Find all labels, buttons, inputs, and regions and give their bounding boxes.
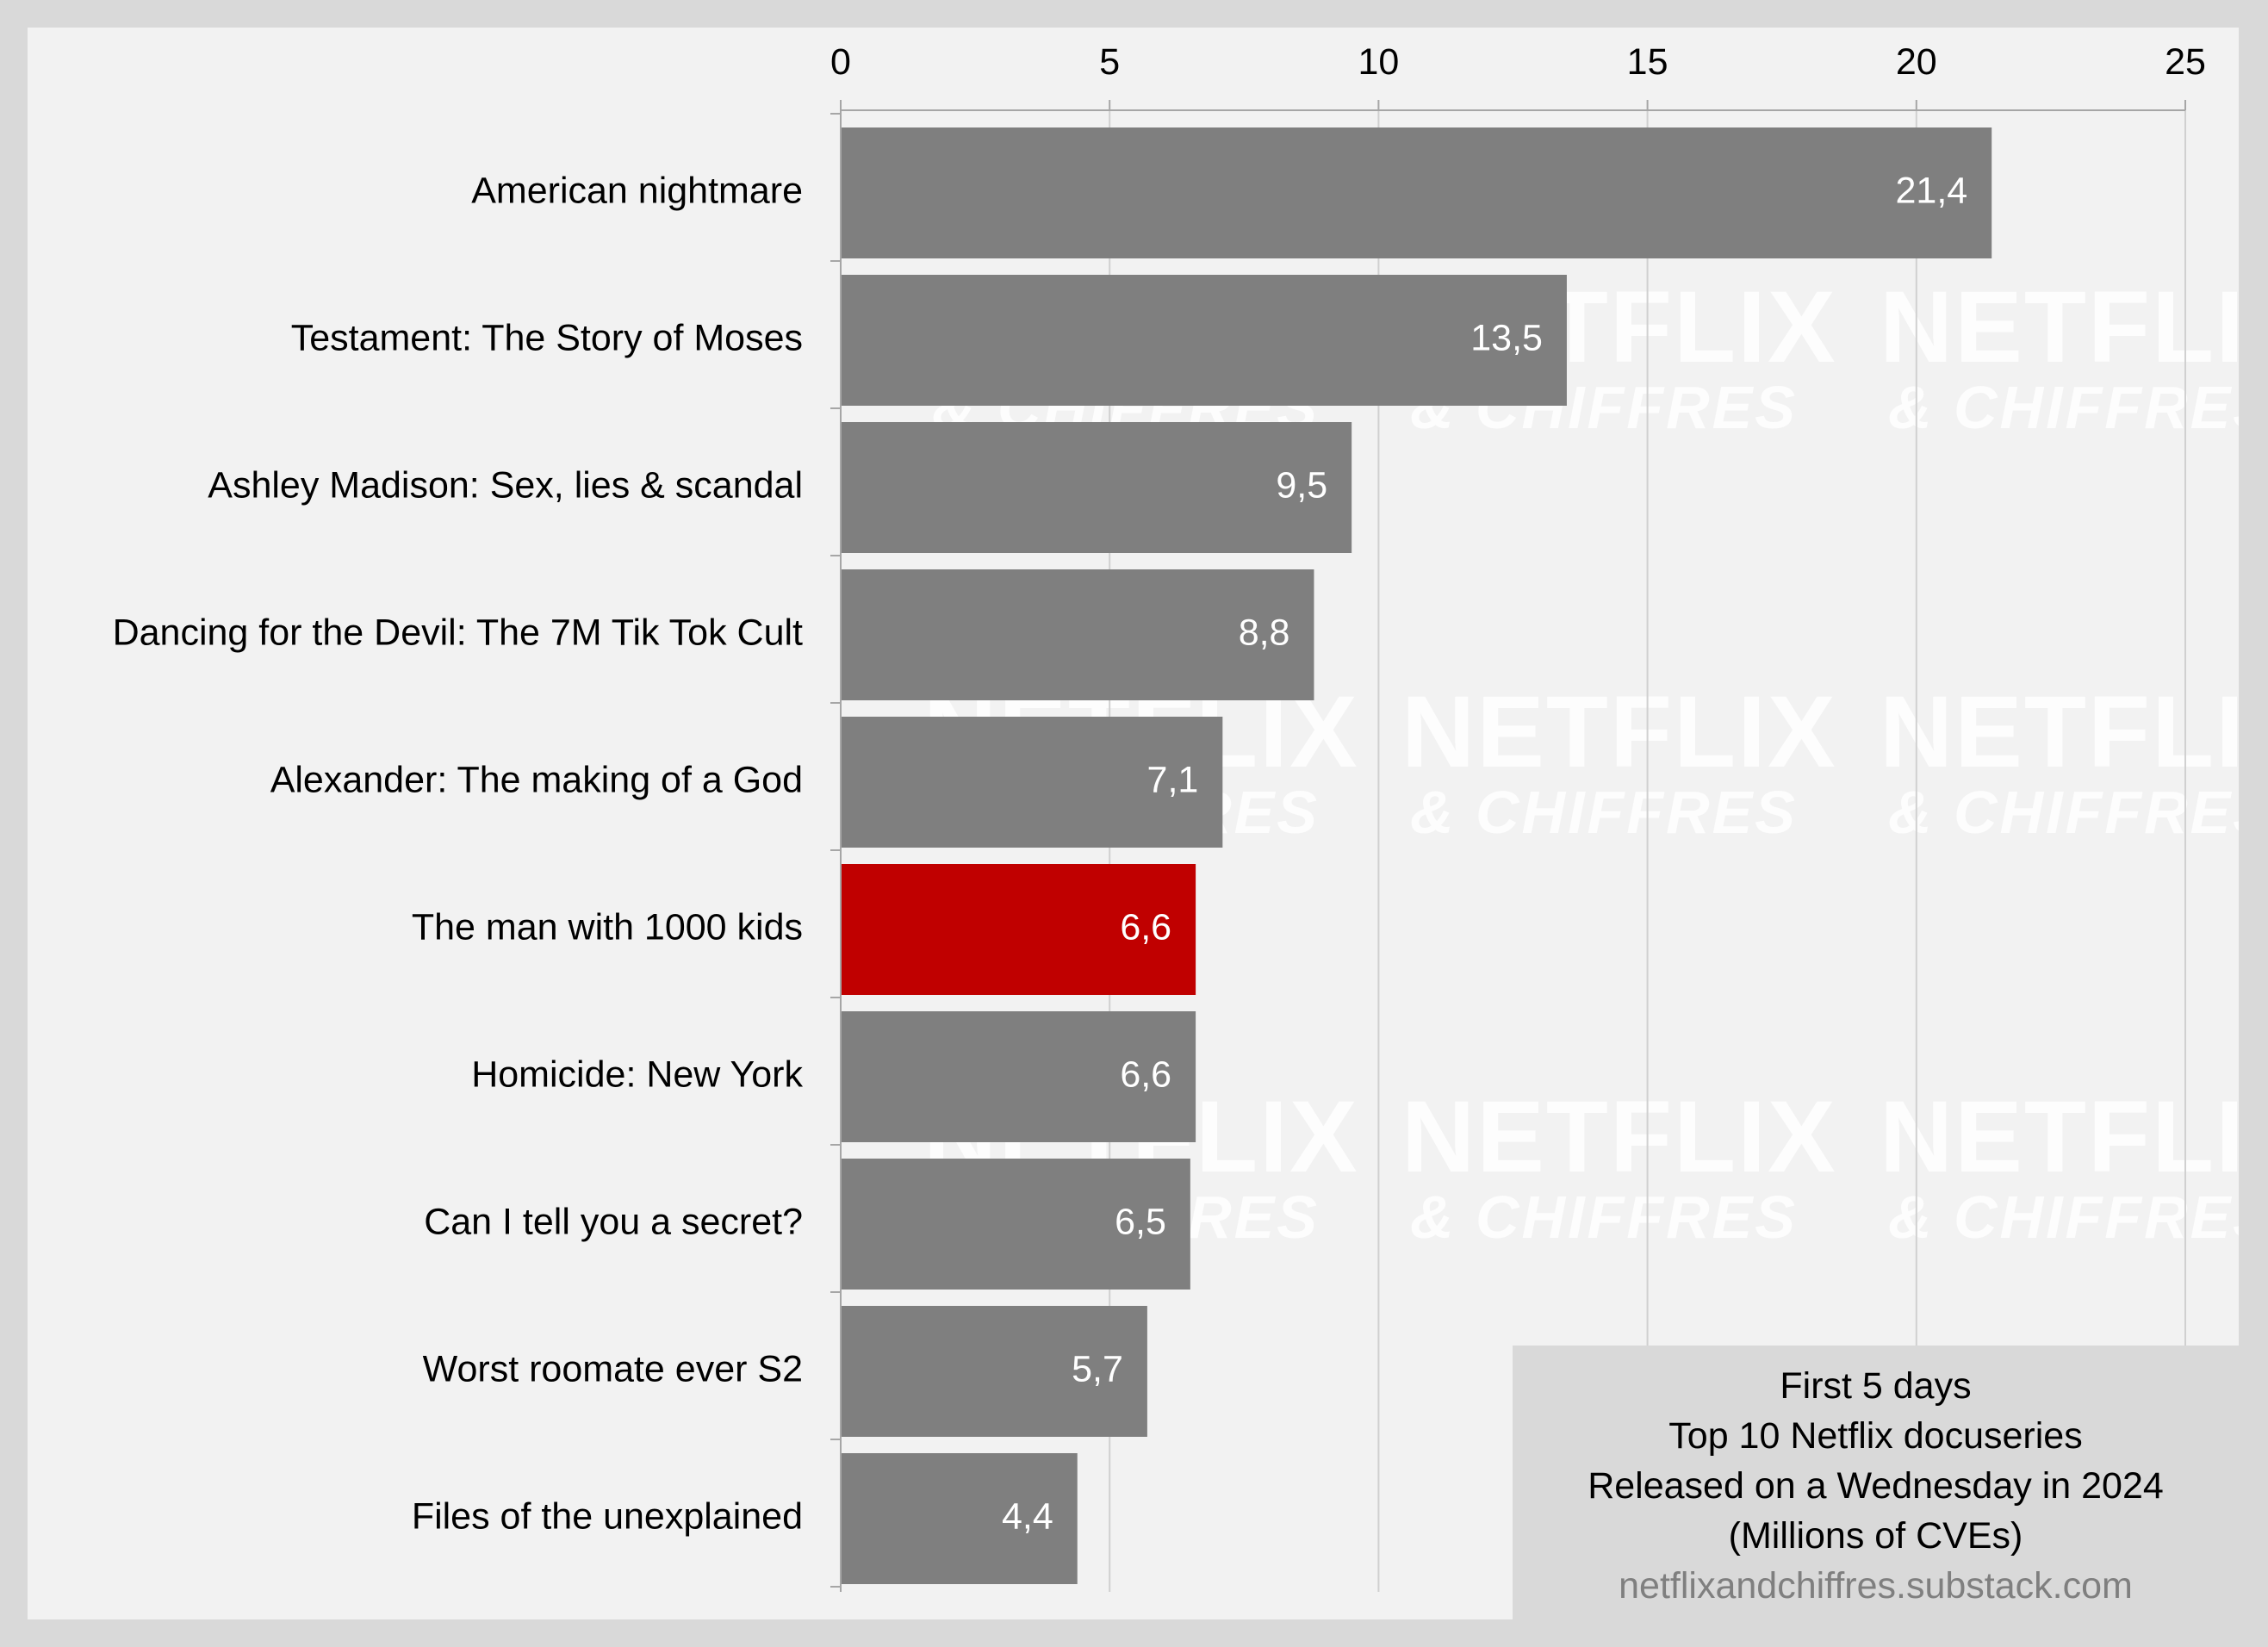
category-label: The man with 1000 kids: [412, 906, 803, 948]
category-label: American nightmare: [471, 170, 803, 211]
bar: [841, 1306, 1147, 1437]
bar: [841, 275, 1567, 406]
bars-layer: [841, 127, 1992, 1584]
labels-layer: American nightmare 21,4 Testament: The Sto…: [113, 170, 1968, 1537]
watermark-chiffres: & CHIFFRES: [1410, 779, 1798, 846]
info-box: First 5 days Top 10 Netflix docuseries R…: [1513, 1346, 2239, 1619]
axis-layer: 0 5 10 15 20 25: [830, 41, 2206, 1592]
value-label: 21,4: [1896, 170, 1968, 211]
watermark-chiffres: & CHIFFRES: [1888, 779, 2239, 846]
watermark-netflix: NETFLIX: [1401, 1080, 1837, 1194]
bar: [841, 1011, 1196, 1142]
category-label: Testament: The Story of Moses: [291, 317, 803, 358]
value-label: 6,5: [1115, 1201, 1166, 1242]
info-line-4: (Millions of CVEs): [1728, 1515, 2023, 1557]
value-label: 9,5: [1276, 464, 1327, 506]
category-label: Can I tell you a secret?: [424, 1201, 803, 1242]
category-label: Files of the unexplained: [412, 1495, 803, 1537]
watermark-chiffres: & CHIFFRES: [1888, 1184, 2239, 1251]
bar: [841, 127, 1992, 258]
value-label: 7,1: [1147, 759, 1199, 800]
info-line-2: Top 10 Netflix docuseries: [1668, 1415, 2083, 1457]
bar: [841, 422, 1352, 553]
x-tick-label: 10: [1358, 41, 1399, 83]
watermark-netflix: NETFLIX: [1880, 675, 2239, 789]
watermark-chiffres: & CHIFFRES: [1888, 374, 2239, 441]
watermark-chiffres: & CHIFFRES: [1410, 1184, 1798, 1251]
value-label: 6,6: [1120, 1053, 1171, 1095]
bar: [841, 864, 1196, 995]
source-url: netflixandchiffres.substack.com: [1619, 1565, 2133, 1607]
value-label: 6,6: [1120, 906, 1171, 948]
bar: [841, 1159, 1190, 1290]
info-line-1: First 5 days: [1780, 1365, 1972, 1407]
info-line-3: Released on a Wednesday in 2024: [1588, 1465, 2164, 1507]
category-label: Ashley Madison: Sex, lies & scandal: [208, 464, 803, 506]
category-label: Dancing for the Devil: The 7M Tik Tok Cu…: [113, 612, 803, 653]
category-label: Homicide: New York: [471, 1053, 803, 1095]
value-label: 13,5: [1470, 317, 1543, 358]
x-tick-label: 20: [1896, 41, 1937, 83]
bar: [841, 717, 1223, 848]
x-tick-label: 15: [1627, 41, 1668, 83]
value-label: 5,7: [1072, 1348, 1123, 1389]
watermark-netflix: NETFLIX: [1401, 675, 1837, 789]
x-tick-label: 5: [1099, 41, 1120, 83]
x-tick-label: 25: [2165, 41, 2206, 83]
value-label: 8,8: [1239, 612, 1290, 653]
value-label: 4,4: [1002, 1495, 1053, 1537]
category-label: Alexander: The making of a God: [270, 759, 803, 800]
x-tick-label: 0: [830, 41, 851, 83]
watermark-netflix: NETFLIX: [1880, 270, 2239, 384]
category-label: Worst roomate ever S2: [423, 1348, 803, 1389]
bar: [841, 569, 1314, 700]
watermark-netflix: NETFLIX: [1880, 1080, 2239, 1194]
bar: [841, 1453, 1078, 1584]
